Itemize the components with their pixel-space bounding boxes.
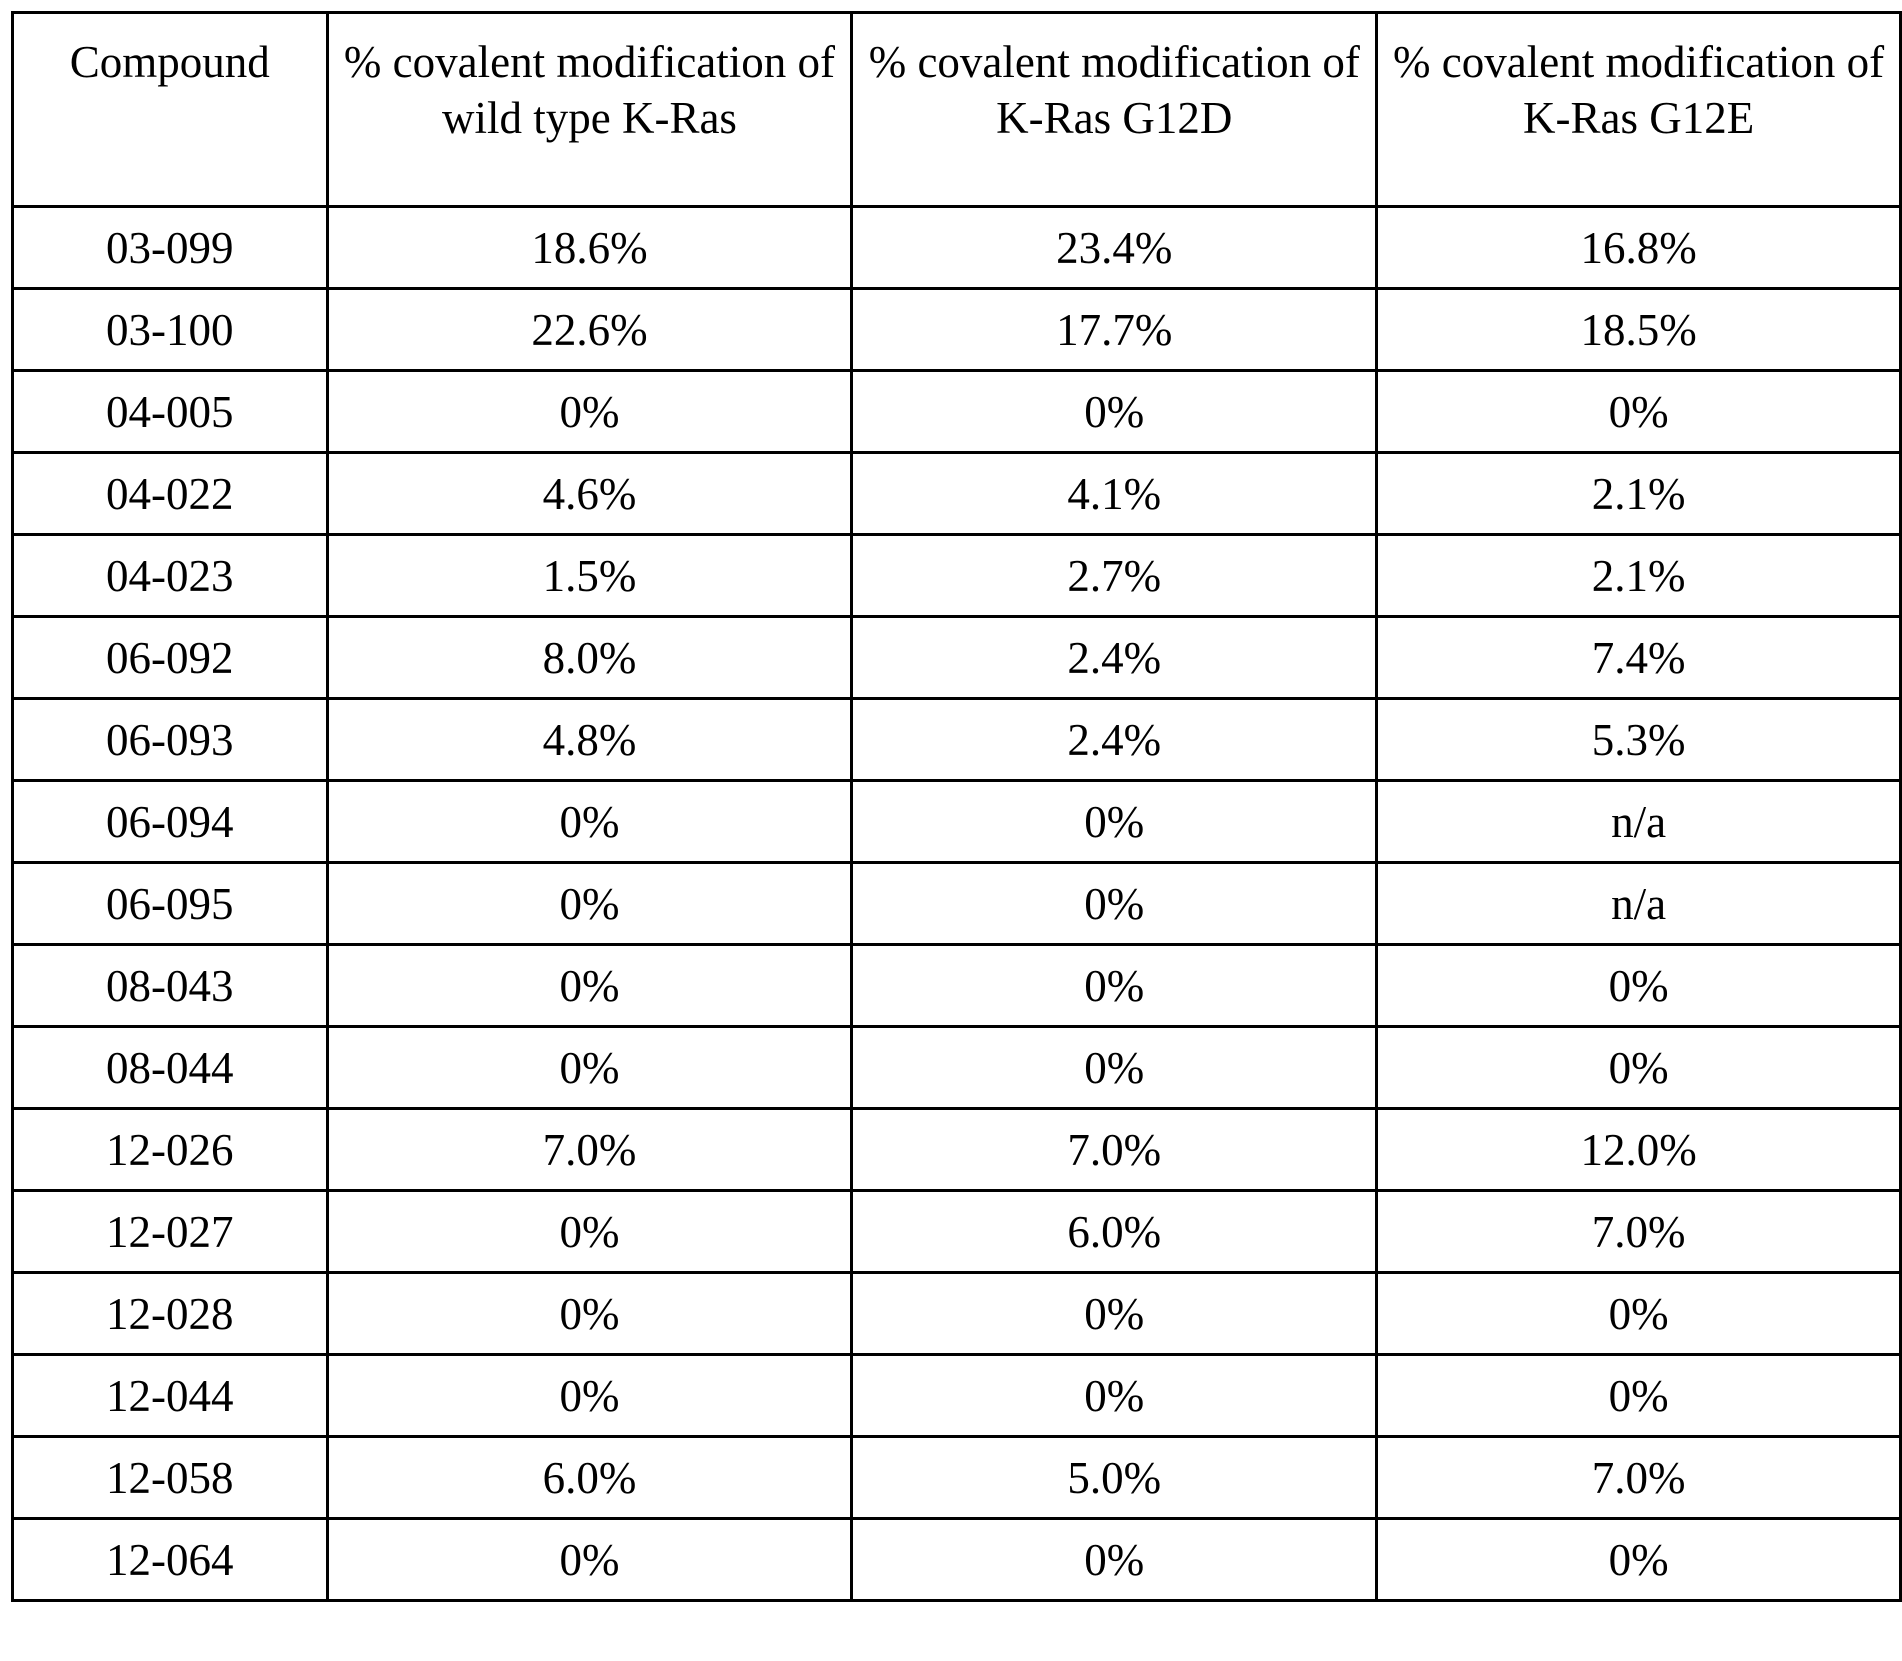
cell-g12d: 0% [852, 863, 1377, 945]
cell-g12d: 2.4% [852, 617, 1377, 699]
cell-compound: 08-044 [13, 1027, 328, 1109]
header-compound: Compound [13, 13, 328, 207]
cell-g12d: 23.4% [852, 207, 1377, 289]
cell-compound: 03-100 [13, 289, 328, 371]
cell-g12e: 0% [1377, 1355, 1901, 1437]
table-row: 06-0940%0%n/a [13, 781, 1901, 863]
table-row: 03-09918.6%23.4%16.8% [13, 207, 1901, 289]
cell-g12e: n/a [1377, 863, 1901, 945]
cell-compound: 06-093 [13, 699, 328, 781]
cell-compound: 12-028 [13, 1273, 328, 1355]
cell-wild-type: 0% [327, 1191, 852, 1273]
cell-g12d: 0% [852, 1273, 1377, 1355]
cell-wild-type: 18.6% [327, 207, 852, 289]
table-row: 12-0280%0%0% [13, 1273, 1901, 1355]
cell-wild-type: 8.0% [327, 617, 852, 699]
cell-compound: 04-005 [13, 371, 328, 453]
cell-wild-type: 4.8% [327, 699, 852, 781]
cell-compound: 12-044 [13, 1355, 328, 1437]
cell-g12e: 0% [1377, 371, 1901, 453]
table-row: 03-10022.6%17.7%18.5% [13, 289, 1901, 371]
cell-g12d: 0% [852, 945, 1377, 1027]
table-header: Compound % covalent modification of wild… [13, 13, 1901, 207]
cell-g12e: 16.8% [1377, 207, 1901, 289]
cell-g12e: 18.5% [1377, 289, 1901, 371]
cell-g12e: 0% [1377, 1519, 1901, 1601]
cell-wild-type: 4.6% [327, 453, 852, 535]
table-row: 06-0950%0%n/a [13, 863, 1901, 945]
cell-g12e: 0% [1377, 1027, 1901, 1109]
table-row: 12-0586.0%5.0%7.0% [13, 1437, 1901, 1519]
cell-wild-type: 0% [327, 1519, 852, 1601]
cell-compound: 12-026 [13, 1109, 328, 1191]
cell-wild-type: 0% [327, 1355, 852, 1437]
cell-g12e: 5.3% [1377, 699, 1901, 781]
cell-g12d: 0% [852, 1027, 1377, 1109]
table-row: 06-0934.8%2.4%5.3% [13, 699, 1901, 781]
cell-wild-type: 0% [327, 371, 852, 453]
cell-g12d: 0% [852, 1519, 1377, 1601]
cell-compound: 06-095 [13, 863, 328, 945]
table-row: 12-0270%6.0%7.0% [13, 1191, 1901, 1273]
cell-g12d: 0% [852, 371, 1377, 453]
table-row: 08-0430%0%0% [13, 945, 1901, 1027]
table-body: 03-09918.6%23.4%16.8%03-10022.6%17.7%18.… [13, 207, 1901, 1601]
cell-compound: 12-064 [13, 1519, 328, 1601]
cell-compound: 03-099 [13, 207, 328, 289]
table-container: Compound % covalent modification of wild… [11, 11, 1902, 1602]
cell-g12e: 7.4% [1377, 617, 1901, 699]
cell-g12d: 17.7% [852, 289, 1377, 371]
cell-compound: 06-092 [13, 617, 328, 699]
header-row: Compound % covalent modification of wild… [13, 13, 1901, 207]
cell-g12d: 0% [852, 1355, 1377, 1437]
table-row: 12-0640%0%0% [13, 1519, 1901, 1601]
header-g12d: % covalent modification of K-Ras G12D [852, 13, 1377, 207]
cell-wild-type: 0% [327, 781, 852, 863]
table-row: 06-0928.0%2.4%7.4% [13, 617, 1901, 699]
header-g12e: % covalent modification of K-Ras G12E [1377, 13, 1901, 207]
cell-compound: 12-058 [13, 1437, 328, 1519]
cell-g12d: 0% [852, 781, 1377, 863]
cell-wild-type: 0% [327, 1027, 852, 1109]
cell-compound: 06-094 [13, 781, 328, 863]
cell-g12e: n/a [1377, 781, 1901, 863]
cell-g12d: 2.7% [852, 535, 1377, 617]
cell-wild-type: 6.0% [327, 1437, 852, 1519]
cell-compound: 12-027 [13, 1191, 328, 1273]
cell-compound: 04-022 [13, 453, 328, 535]
cell-compound: 08-043 [13, 945, 328, 1027]
cell-wild-type: 7.0% [327, 1109, 852, 1191]
table-row: 04-0050%0%0% [13, 371, 1901, 453]
header-wild-type: % covalent modification of wild type K-R… [327, 13, 852, 207]
cell-wild-type: 22.6% [327, 289, 852, 371]
cell-g12e: 12.0% [1377, 1109, 1901, 1191]
cell-wild-type: 0% [327, 863, 852, 945]
cell-g12d: 4.1% [852, 453, 1377, 535]
table-row: 12-0440%0%0% [13, 1355, 1901, 1437]
cell-g12e: 7.0% [1377, 1191, 1901, 1273]
cell-g12e: 2.1% [1377, 535, 1901, 617]
cell-g12d: 5.0% [852, 1437, 1377, 1519]
cell-compound: 04-023 [13, 535, 328, 617]
cell-g12d: 2.4% [852, 699, 1377, 781]
cell-g12e: 2.1% [1377, 453, 1901, 535]
table-row: 08-0440%0%0% [13, 1027, 1901, 1109]
table-row: 04-0231.5%2.7%2.1% [13, 535, 1901, 617]
cell-g12e: 7.0% [1377, 1437, 1901, 1519]
cell-g12e: 0% [1377, 1273, 1901, 1355]
cell-g12d: 6.0% [852, 1191, 1377, 1273]
table-row: 04-0224.6%4.1%2.1% [13, 453, 1901, 535]
covalent-modification-table: Compound % covalent modification of wild… [11, 11, 1902, 1602]
cell-wild-type: 0% [327, 945, 852, 1027]
table-row: 12-0267.0%7.0%12.0% [13, 1109, 1901, 1191]
cell-wild-type: 0% [327, 1273, 852, 1355]
cell-g12e: 0% [1377, 945, 1901, 1027]
cell-wild-type: 1.5% [327, 535, 852, 617]
cell-g12d: 7.0% [852, 1109, 1377, 1191]
